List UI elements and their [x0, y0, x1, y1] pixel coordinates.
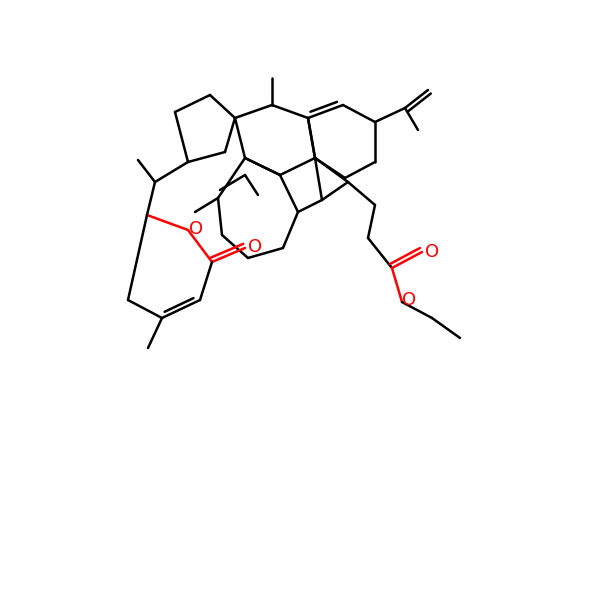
Text: O: O — [402, 291, 416, 309]
Text: O: O — [425, 243, 439, 261]
Text: O: O — [189, 220, 203, 238]
Text: O: O — [248, 238, 262, 256]
